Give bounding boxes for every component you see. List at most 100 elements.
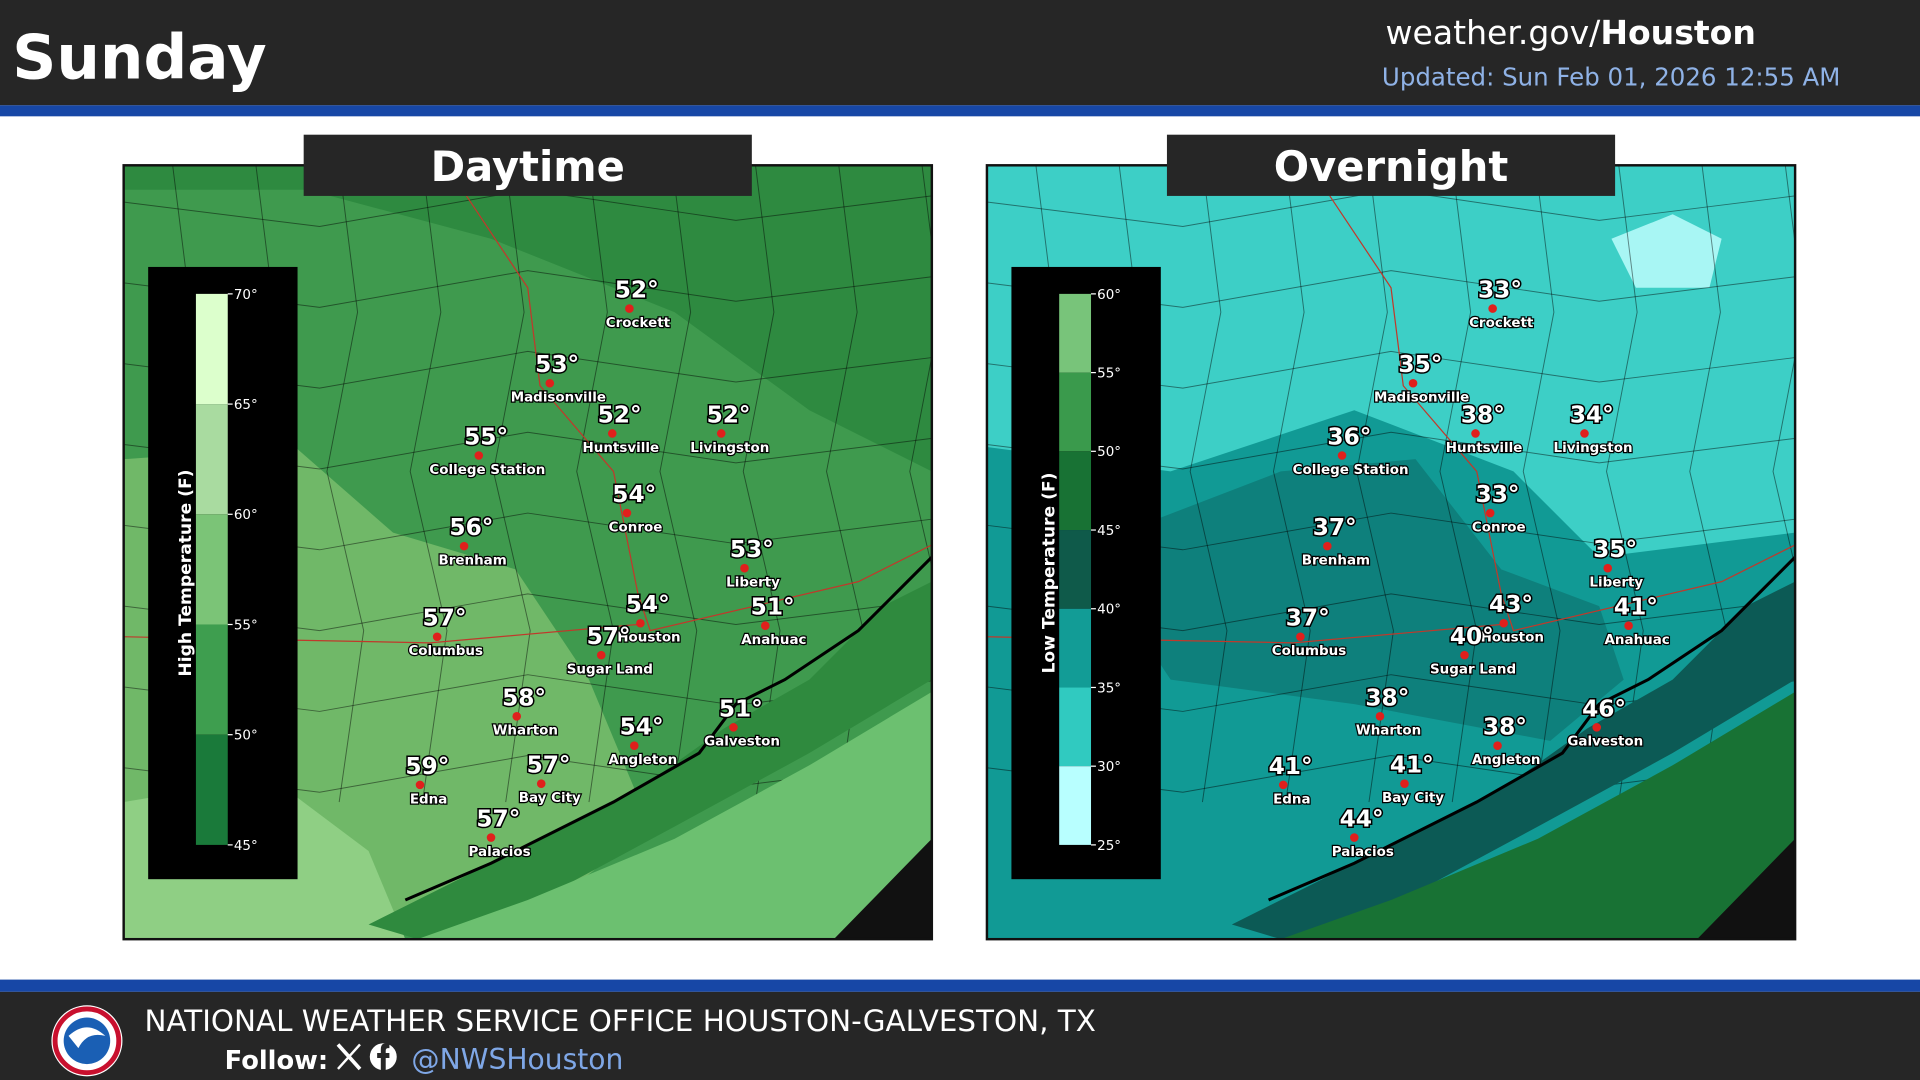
follow-label: Follow: [225,1046,328,1076]
city-dot [1592,723,1602,732]
legend-color [1059,293,1092,373]
county-line [659,165,698,803]
legend-tick-label: 40° [1097,603,1121,618]
highway [466,195,932,632]
city-name: Liberty [726,576,780,591]
city-name: Edna [410,792,447,807]
city-temperature: 46° [1582,695,1626,722]
city-temperature: 41° [1390,752,1434,779]
city-dot [622,508,632,518]
city-dot [545,378,555,388]
city-name: Huntsville [583,441,660,456]
city-dot [596,650,606,660]
city-temperature: 43° [1489,591,1533,618]
city-dot [536,779,546,788]
city-name: Columbus [408,644,483,659]
city-temperature: 51° [751,594,795,621]
temperature-zone [1611,214,1722,288]
legend-tick-label: 55° [234,618,258,633]
header-bar [0,0,1920,106]
county-line [576,165,614,803]
legend-tick-label: 50° [234,729,258,744]
city-name: College Station [429,463,545,478]
city-temperature: 53° [730,536,774,563]
panel-title-tab [303,134,752,196]
city-name: Galveston [704,735,780,750]
map-panel: Overnight 60° 55° 50° 45° 40° 35° 30° 25° Low Tem… [985,134,1797,941]
city-dot [1337,451,1347,460]
legend-tick-label: 30° [1097,760,1121,775]
city-temperature: 54° [620,714,664,741]
city-name: Madisonville [1374,391,1469,406]
county-line [1272,165,1311,803]
office-name: NATIONAL WEATHER SERVICE OFFICE HOUSTON-… [144,1004,1095,1038]
city-dot [1400,779,1409,788]
footer-stripe [0,979,1920,992]
legend-color [195,293,228,405]
gulf [417,691,932,940]
temperature-zone [986,165,1796,558]
city-name: Liberty [1589,576,1643,591]
city-name: Sugar Land [567,662,653,677]
city-temperature: 57° [587,623,631,650]
county-line [1772,165,1796,803]
county-line [1522,165,1561,803]
city-name: Houston [1481,631,1544,646]
city-dot [1493,741,1502,750]
city-dot [1485,508,1495,518]
city-dot [1580,429,1589,438]
city-dot [630,741,639,750]
legend: 60° 55° 50° 45° 40° 35° 30° 25° Low Temperature … [1011,266,1161,880]
legend-color [1059,372,1092,452]
x-icon [336,1043,362,1071]
gulf [1280,691,1796,940]
city-name: Huntsville [1446,441,1523,456]
coastal-band [368,581,932,940]
legend-tick-label: 60° [234,508,258,523]
logo-ring-red [52,1006,122,1076]
legend-tick-label: 25° [1097,839,1121,854]
header-stripe [0,105,1920,117]
updated-time: Updated: Sun Feb 01, 2026 12:55 AM [1382,63,1840,92]
website: weather.gov/Houston [1386,13,1756,52]
legend-color [195,624,228,735]
city-dot [1350,833,1359,842]
city-name: Crockett [606,316,671,331]
panel-title-tab [1166,134,1616,196]
county-line [409,165,448,803]
city-dot [1460,650,1469,660]
legend-color [1059,766,1092,845]
map-panel: Daytime 70° 65° 60° 55° 50° 45° High Temperatur… [122,134,934,941]
city-temperature: 35° [1398,351,1442,378]
city-dot [1278,780,1288,790]
facebook-icon [369,1043,397,1072]
social-handle: @NWSHouston [411,1043,623,1076]
city-temperature: 33° [1478,277,1522,304]
nws-logo [51,1005,123,1077]
city-dot [474,451,484,460]
logo-disc [63,1017,111,1065]
city-temperature: 57° [527,752,571,779]
county-line [1356,165,1394,803]
city-temperature: 35° [1593,536,1637,563]
city-dot [729,723,738,732]
no-data [833,838,932,940]
city-temperature: 56° [449,514,493,541]
city-temperature: 55° [464,423,508,450]
legend-tick-label: 60° [1097,288,1121,303]
legend-color [195,514,228,625]
city-name: Houston [617,631,680,646]
city-name: Bay City [1382,791,1444,806]
city-name: Conroe [609,520,663,535]
temperature-zone [1121,459,1624,741]
coastal-band [1231,581,1796,940]
page-title: Sunday [12,22,266,93]
city-temperature: 54° [626,591,670,618]
city-temperature: 52° [598,401,642,428]
city-temperature: 40° [1450,623,1494,650]
city-name: College Station [1293,463,1409,478]
city-dot [1499,618,1508,628]
city-temperature: 37° [1313,514,1357,541]
city-dot [415,780,425,790]
